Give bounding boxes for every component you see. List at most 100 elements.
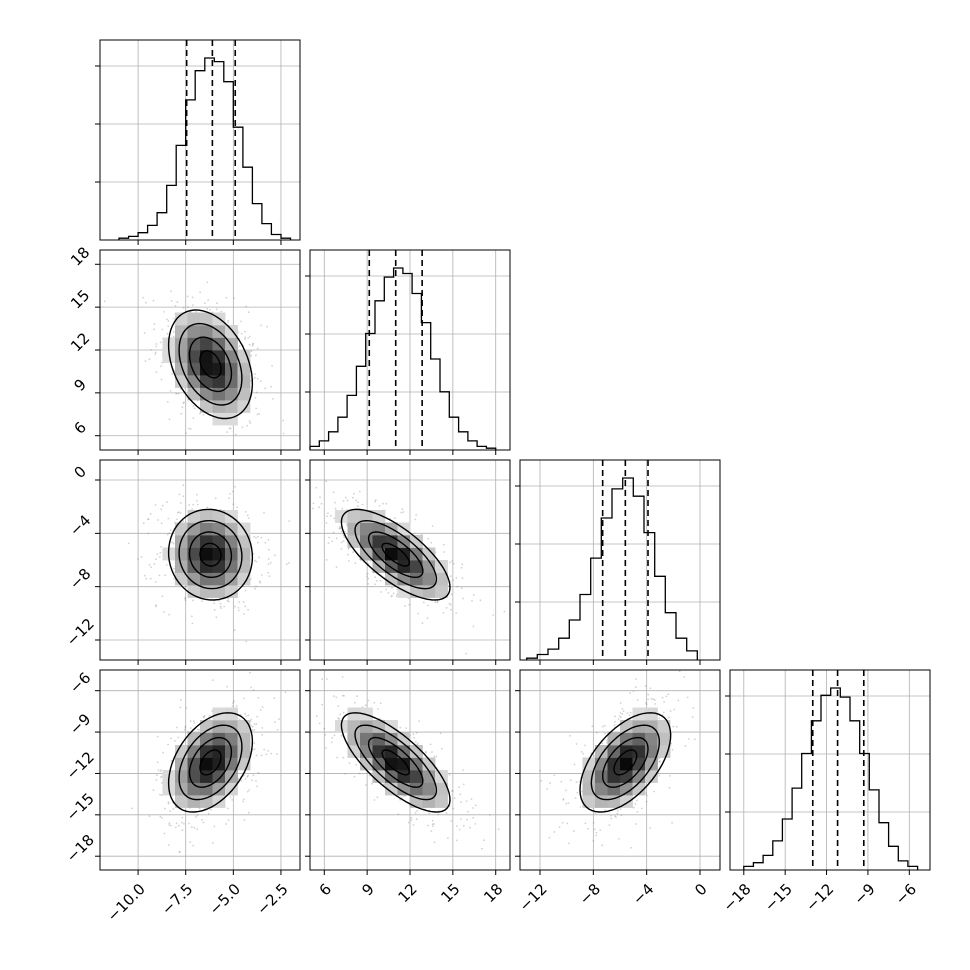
scatter-point <box>177 392 180 395</box>
scatter-point <box>244 589 247 592</box>
scatter-point <box>584 744 586 747</box>
scatter-point <box>160 522 163 525</box>
scatter-point <box>168 532 171 535</box>
scatter-point <box>321 703 324 706</box>
scatter-point <box>191 508 194 510</box>
scatter-point <box>412 824 415 826</box>
x-tick-label: −12 <box>802 880 837 915</box>
scatter-point <box>616 812 619 815</box>
scatter-point <box>470 798 473 800</box>
scatter-point <box>662 711 665 714</box>
scatter-point <box>461 563 464 566</box>
scatter-point <box>159 815 162 818</box>
scatter-point <box>614 720 616 723</box>
density-cell <box>607 732 621 746</box>
x-tick-label: −12 <box>516 880 551 915</box>
scatter-point <box>610 815 612 817</box>
scatter-point <box>140 556 143 558</box>
scatter-point <box>216 302 218 305</box>
contour-level-2 <box>354 724 438 801</box>
scatter-point <box>675 725 678 728</box>
scatter-point <box>167 801 170 803</box>
scatter-point <box>401 796 403 799</box>
scatter-point <box>452 579 454 582</box>
scatter-point <box>159 551 162 554</box>
density-cell <box>422 782 436 796</box>
scatter-point <box>252 774 255 777</box>
scatter-point <box>137 558 140 560</box>
scatter-point <box>263 748 266 751</box>
scatter-point <box>548 836 551 839</box>
scatter-point <box>243 697 246 700</box>
y-tick-label: 18 <box>67 243 93 269</box>
scatter-point <box>166 318 168 321</box>
scatter-point <box>142 296 145 299</box>
density-cell <box>200 337 213 351</box>
density-cell <box>385 547 398 561</box>
scatter-point <box>251 725 254 728</box>
scatter-point <box>261 574 263 576</box>
scatter-point <box>189 428 192 430</box>
scatter-point <box>161 782 163 784</box>
scatter-point <box>610 817 613 820</box>
density-panel-2-1 <box>305 459 511 665</box>
scatter-point <box>338 525 341 528</box>
scatter-point <box>341 676 344 678</box>
scatter-point <box>259 709 262 711</box>
scatter-point <box>429 743 432 746</box>
density-cell <box>237 387 251 401</box>
scatter-point <box>157 769 160 771</box>
scatter-point <box>472 625 475 628</box>
scatter-point <box>403 795 405 797</box>
scatter-point <box>180 412 183 415</box>
scatter-point <box>154 504 157 506</box>
scatter-point <box>166 501 169 503</box>
scatter-point <box>414 518 417 521</box>
scatter-point <box>165 564 168 566</box>
scatter-point <box>250 354 253 357</box>
scatter-point <box>434 601 437 604</box>
density-cell <box>225 387 238 401</box>
panel-frame <box>519 459 721 661</box>
scatter-point <box>227 321 230 324</box>
scatter-point <box>184 726 187 729</box>
density-cell <box>212 572 226 586</box>
contour-level-3 <box>167 712 254 813</box>
scatter-point <box>345 496 347 499</box>
scatter-point <box>166 400 169 403</box>
scatter-point <box>282 432 285 435</box>
scatter-point <box>325 559 328 561</box>
scatter-point <box>353 701 356 704</box>
scatter-point <box>397 813 400 815</box>
scatter-point <box>335 696 338 699</box>
contour-level-3 <box>167 309 254 420</box>
density-cell <box>225 585 238 598</box>
scatter-point <box>366 575 368 578</box>
scatter-point <box>591 725 594 728</box>
scatter-point <box>692 707 695 709</box>
density-cell <box>225 707 238 721</box>
scatter-point <box>235 705 238 707</box>
scatter-point <box>455 576 458 579</box>
y-tick-label: 6 <box>70 418 89 437</box>
scatter-point <box>431 751 433 753</box>
scatter-point <box>255 354 257 357</box>
scatter-point <box>238 718 241 721</box>
scatter-point <box>288 562 290 564</box>
scatter-point <box>260 536 263 539</box>
scatter-point <box>402 511 405 513</box>
contour-level-1 <box>367 736 424 788</box>
scatter-point <box>243 774 246 777</box>
contour-level-3 <box>167 508 254 601</box>
density-cell <box>200 350 213 363</box>
density-cell <box>237 572 251 586</box>
scatter-point <box>437 813 440 816</box>
scatter-point <box>465 652 468 655</box>
scatter-point <box>233 629 236 632</box>
scatter-point <box>264 541 267 544</box>
scatter-point <box>179 851 181 854</box>
scatter-point <box>668 786 671 789</box>
scatter-point <box>191 296 194 299</box>
scatter-point <box>255 536 257 539</box>
scatter-point <box>156 774 158 776</box>
